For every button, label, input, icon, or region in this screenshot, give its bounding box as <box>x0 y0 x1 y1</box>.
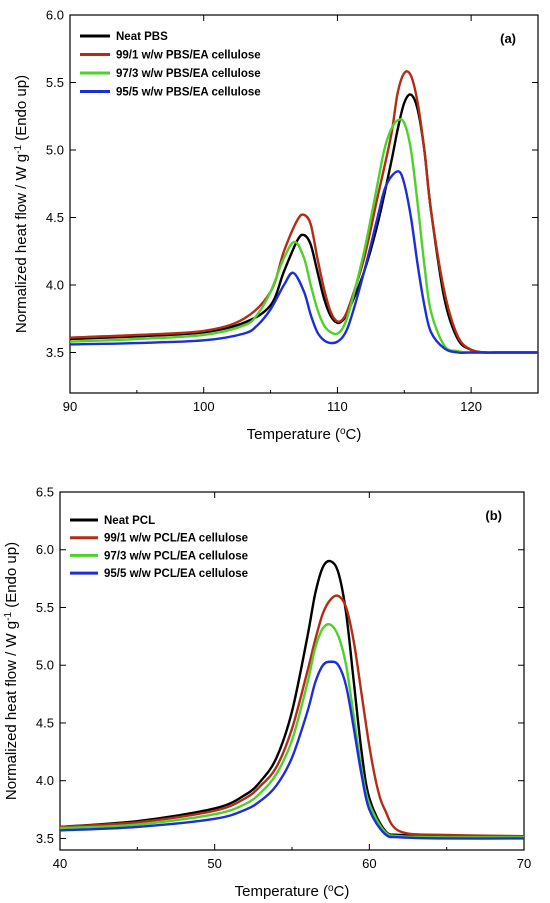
panel-b-series-0-line <box>60 559 524 839</box>
panel-a-panel-label: (a) <box>500 31 516 46</box>
panel-b-legend-label-2: 97/3 w/w PCL/EA cellulose <box>104 550 248 562</box>
panel-a-plot-frame <box>69 14 539 394</box>
panel-a-y-tick-label: 5.5 <box>46 75 64 90</box>
panel-a-x-tick-label: 110 <box>327 399 348 414</box>
panel-b-series-3-line <box>60 660 524 840</box>
panel-a-y-tick-label: 4.5 <box>46 210 64 225</box>
panel-a-legend-label-1: 99/1 w/w PBS/EA cellulose <box>116 50 261 62</box>
panel-b-series-1-line <box>60 594 524 838</box>
panel-b-legend-label-0: Neat PCL <box>104 515 155 527</box>
panel-a-x-tick-label: 90 <box>63 399 77 414</box>
panel-b-legend-label-3: 95/5 w/w PCL/EA cellulose <box>104 568 248 580</box>
panel-b-y-axis-title: Normalized heat flow / W g-1 (Endo up) <box>3 542 21 800</box>
panel-b-y-tick-label: 6.0 <box>36 542 54 557</box>
panel-a-y-axis-title: Normalized heat flow / W g-1 (Endo up) <box>13 75 31 333</box>
panel-b-legend-label-1: 99/1 w/w PCL/EA cellulose <box>104 533 248 545</box>
panel-b-x-tick-label: 40 <box>53 856 67 871</box>
panel-a-legend: Neat PBS 99/1 w/w PBS/EA cellulose 97/3 w/… <box>80 31 261 99</box>
panel-a-series-2-line <box>70 118 538 354</box>
panel-a-y-tick-label: 6.0 <box>46 8 64 23</box>
panel-b-plot-frame <box>59 491 525 851</box>
panel-b-y-tick-label: 5.0 <box>36 658 54 673</box>
panel-a-y-tick-label: 4.0 <box>46 278 64 293</box>
panel-b-panel-label: (b) <box>485 508 502 523</box>
panel-a-y-tick-label: 3.5 <box>46 345 64 360</box>
panel-b-x-axis-title: Temperature (oC) <box>235 883 350 901</box>
panel-a-legend-label-2: 97/3 w/w PBS/EA cellulose <box>116 68 261 80</box>
panel-a-chart: 90 100 110 120 3.5 4.0 4.5 5.0 5.5 6.0 Temperature… <box>13 8 539 444</box>
panel-b-y-tick-label: 3.5 <box>36 831 54 846</box>
panel-b-y-tick-label: 4.0 <box>36 773 54 788</box>
panel-b-legend: Neat PCL 99/1 w/w PCL/EA cellulose 97/3 w/… <box>70 515 248 580</box>
panel-a-legend-label-3: 95/5 w/w PBS/EA cellulose <box>116 87 261 99</box>
panel-a-series-0-line <box>70 93 538 354</box>
panel-a-legend-label-0: Neat PBS <box>116 31 168 43</box>
panel-b-x-tick-label: 70 <box>517 856 531 871</box>
panel-b-x-tick-label: 50 <box>207 856 221 871</box>
panel-b-chart: 40 50 60 70 3.5 4.0 4.5 5.0 5.5 6.0 6.5 Temperature… <box>3 485 532 901</box>
panel-a-series-1-line <box>70 70 538 354</box>
panel-b-y-tick-label: 5.5 <box>36 600 54 615</box>
panel-a-y-tick-label: 5.0 <box>46 143 64 158</box>
panel-b-x-tick-label: 60 <box>362 856 376 871</box>
panel-b-y-tick-label: 6.5 <box>36 485 54 500</box>
panel-b-y-tick-label: 4.5 <box>36 715 54 730</box>
panel-a-x-tick-label: 120 <box>460 399 482 414</box>
panel-a-series-3-line <box>70 170 538 354</box>
panel-b-series-2-line <box>60 623 524 839</box>
panel-a-x-axis-title: Temperature (oC) <box>247 426 362 444</box>
panel-a-x-tick-label: 100 <box>193 399 215 414</box>
